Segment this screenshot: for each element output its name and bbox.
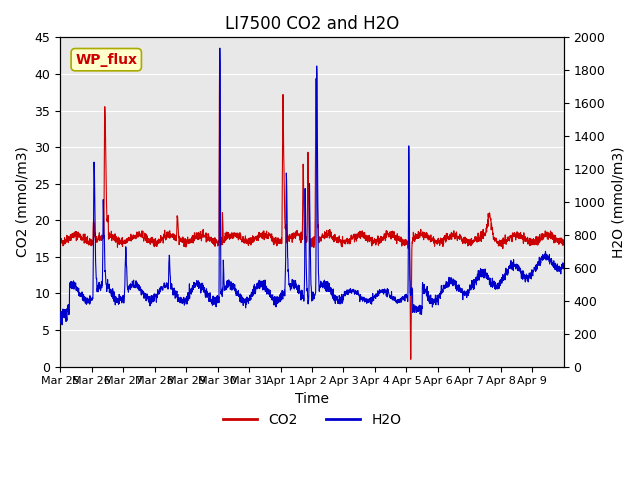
Y-axis label: H2O (mmol/m3): H2O (mmol/m3) — [611, 146, 625, 258]
Text: WP_flux: WP_flux — [76, 53, 137, 67]
Title: LI7500 CO2 and H2O: LI7500 CO2 and H2O — [225, 15, 399, 33]
Legend: CO2, H2O: CO2, H2O — [217, 407, 407, 432]
X-axis label: Time: Time — [295, 392, 329, 406]
Y-axis label: CO2 (mmol/m3): CO2 (mmol/m3) — [15, 146, 29, 257]
